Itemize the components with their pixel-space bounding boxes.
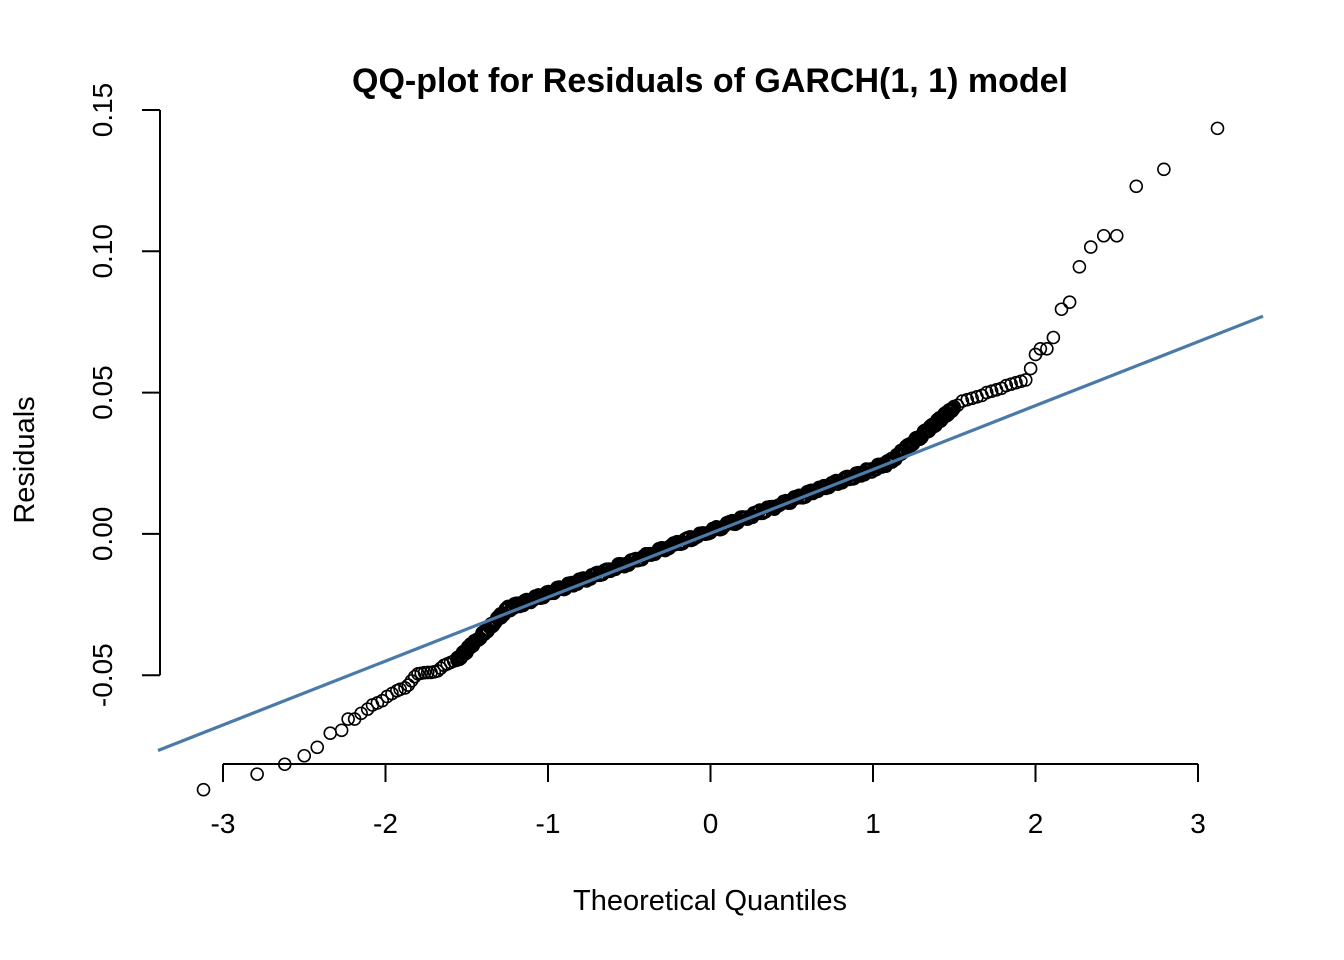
data-point bbox=[420, 665, 435, 680]
data-point bbox=[1046, 330, 1061, 345]
reference-line bbox=[157, 314, 1264, 752]
data-point bbox=[1023, 361, 1038, 376]
reference-line-group bbox=[157, 314, 1264, 752]
data-point bbox=[1040, 341, 1054, 356]
data-point bbox=[277, 757, 292, 772]
data-point bbox=[1033, 341, 1048, 356]
data-point bbox=[334, 723, 349, 738]
y-tick-label: 0.00 bbox=[87, 507, 118, 562]
y-tick-label: 0.05 bbox=[87, 365, 118, 420]
data-point bbox=[1109, 228, 1124, 243]
data-point bbox=[1129, 179, 1144, 194]
x-tick-label: -1 bbox=[536, 808, 561, 839]
data-point bbox=[1210, 121, 1225, 136]
x-tick-label: 3 bbox=[1190, 808, 1206, 839]
data-point bbox=[1062, 295, 1077, 309]
data-point bbox=[297, 748, 312, 763]
x-tick-label: 2 bbox=[1028, 808, 1044, 839]
data-point bbox=[1157, 162, 1171, 177]
data-point bbox=[250, 767, 264, 781]
data-point bbox=[1054, 302, 1069, 317]
data-point bbox=[1083, 240, 1098, 254]
x-tick-label: 0 bbox=[703, 808, 719, 839]
data-point bbox=[375, 693, 390, 708]
data-point bbox=[947, 400, 962, 414]
y-tick-label: 0.10 bbox=[87, 224, 118, 279]
data-point bbox=[360, 702, 375, 716]
y-axis-title: Residuals bbox=[9, 396, 41, 523]
chart-title: QQ-plot for Residuals of GARCH(1, 1) mod… bbox=[352, 62, 1068, 100]
data-point bbox=[323, 726, 338, 740]
data-point bbox=[1072, 260, 1087, 274]
x-tick-label: 1 bbox=[865, 808, 881, 839]
x-axis-title: Theoretical Quantiles bbox=[573, 885, 847, 917]
data-point bbox=[1018, 373, 1033, 387]
data-point bbox=[196, 782, 211, 797]
data-point bbox=[1096, 228, 1111, 243]
data-point bbox=[341, 712, 355, 726]
data-point bbox=[401, 678, 416, 692]
x-tick-label: -2 bbox=[373, 808, 398, 839]
x-tick-label: -3 bbox=[211, 808, 236, 839]
data-points bbox=[196, 121, 1225, 797]
y-tick-label: 0.15 bbox=[87, 83, 118, 138]
x-axis: -3 -2 -1 0 1 2 3 bbox=[211, 763, 1206, 839]
y-tick-label: -0.05 bbox=[87, 643, 118, 707]
data-point bbox=[310, 740, 325, 755]
y-axis: -0.05 0.00 0.05 0.10 0.15 bbox=[87, 83, 161, 707]
